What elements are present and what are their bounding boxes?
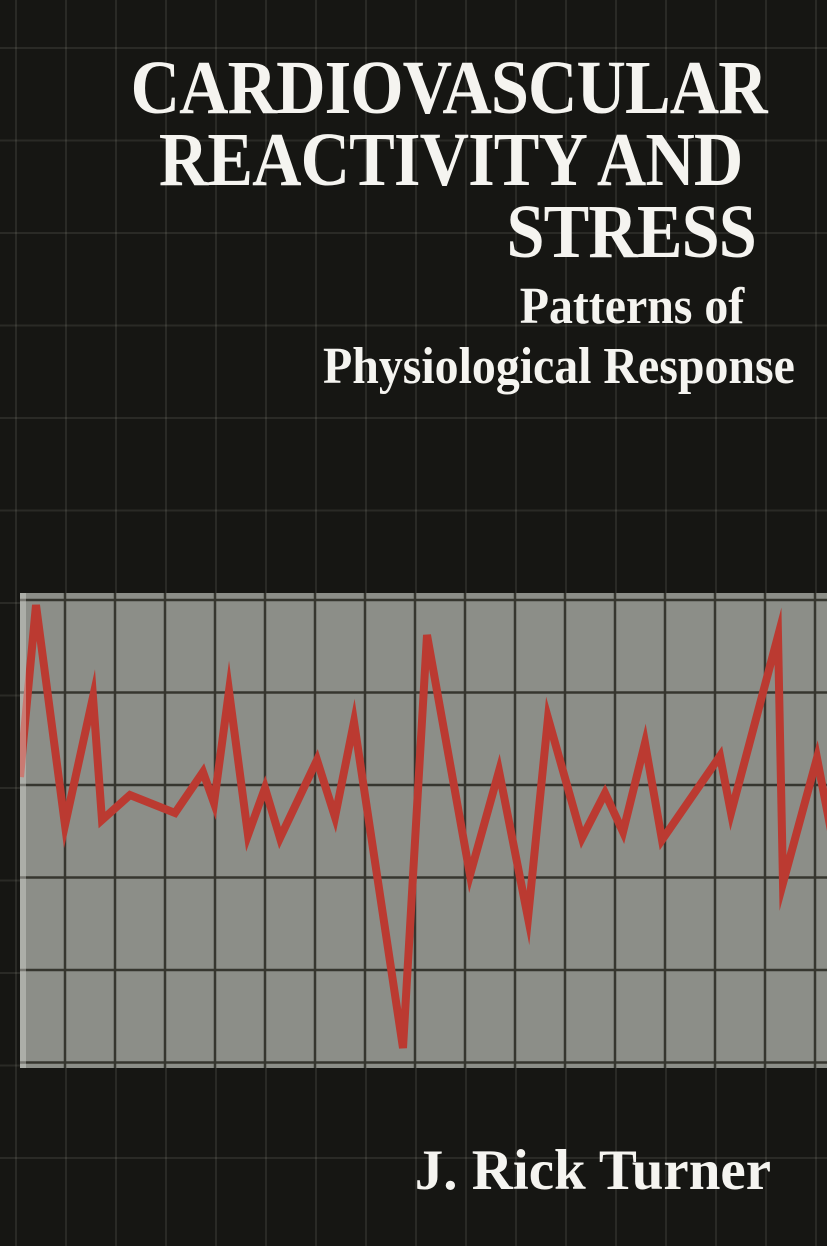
book-subtitle: Patterns of Physiological Response [323, 277, 795, 397]
heartbeat-trace-graphic [20, 593, 827, 1068]
ecg-strip-panel [20, 593, 827, 1068]
title-line-2: REACTIVITY AND [159, 118, 743, 202]
title-line-1: CARDIOVASCULAR [130, 46, 768, 130]
book-author: J. Rick Turner [414, 1139, 771, 1202]
book-title: CARDIOVASCULAR REACTIVITY AND STRESS [130, 46, 768, 274]
subtitle-line-1: Patterns of [519, 278, 745, 335]
title-line-3: STRESS [506, 190, 757, 274]
subtitle-line-2: Physiological Response [323, 338, 795, 395]
